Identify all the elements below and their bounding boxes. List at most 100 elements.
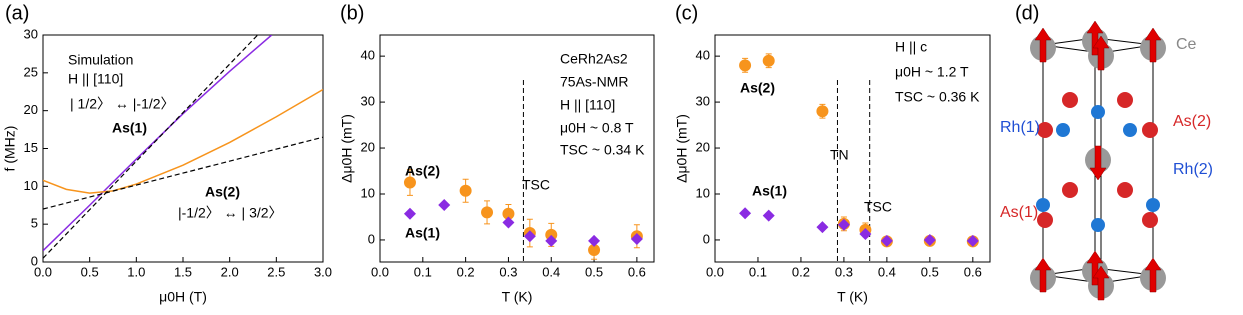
- y-tick-label: 0: [368, 231, 375, 246]
- data-point: [459, 184, 472, 197]
- x-tick-label: 1.0: [127, 264, 145, 279]
- x-tick-label: 0.0: [34, 264, 52, 279]
- y-tick-label: 15: [24, 140, 38, 155]
- x-tick-label: 0.0: [706, 264, 724, 279]
- x-tick-label: 2.0: [221, 264, 239, 279]
- x-tick-label: 0.1: [749, 264, 767, 279]
- series-line: [43, 35, 259, 259]
- series-line: [43, 88, 323, 194]
- x-tick-label: 0.5: [81, 264, 99, 279]
- reference-label: TSC: [864, 199, 892, 215]
- data-point: [923, 233, 936, 246]
- y-axis-label: Δμ0H (mT): [339, 114, 355, 183]
- y-tick-label: 20: [24, 102, 38, 117]
- rh-atom: [1056, 123, 1070, 137]
- plot-frame: [42, 34, 324, 263]
- rh-atom: [1123, 123, 1137, 137]
- data-point: [630, 233, 643, 246]
- data-point: [545, 234, 558, 247]
- x-tick-label: 0.0: [371, 264, 389, 279]
- data-point: [588, 234, 601, 247]
- annotation: H || [110]: [68, 71, 123, 87]
- as-atom: [1117, 92, 1133, 108]
- y-tick-label: 40: [361, 48, 375, 63]
- data-point: [966, 234, 979, 247]
- x-axis-label: μ0H (T): [159, 289, 207, 305]
- panel-label: (a): [5, 2, 29, 24]
- x-tick-label: 0.3: [835, 264, 853, 279]
- rh-atom: [1036, 198, 1050, 212]
- data-point: [837, 218, 850, 231]
- y-tick-label: 5: [31, 216, 38, 231]
- x-tick-label: 0.4: [878, 264, 896, 279]
- x-axis-label: T (K): [837, 289, 868, 305]
- annotation: | 1/2〉 ↔ |-1/2〉: [70, 96, 175, 112]
- annotation: TSC ~ 0.36 K: [895, 89, 980, 105]
- data-point: [502, 216, 515, 229]
- x-tick-label: 0.6: [964, 264, 982, 279]
- x-tick-label: 0.6: [628, 264, 646, 279]
- rh-atom: [1091, 105, 1105, 119]
- panel-label: (b): [340, 2, 364, 24]
- x-tick-label: 0.2: [457, 264, 475, 279]
- annotation: H || c: [895, 39, 927, 55]
- y-tick-label: 0: [31, 253, 38, 268]
- spin-arrow: [1144, 27, 1162, 63]
- as-atom: [1062, 92, 1078, 108]
- y-tick-label: 0: [703, 231, 710, 246]
- as-atom: [1062, 182, 1078, 198]
- data-point: [523, 230, 536, 243]
- data-point: [739, 207, 752, 220]
- data-point: [762, 209, 775, 222]
- data-point: [438, 199, 451, 212]
- data-point: [859, 227, 872, 240]
- reference-label: TSC: [522, 177, 550, 193]
- annotation: H || [110]: [560, 97, 615, 113]
- y-axis-label: Δμ0H (mT): [674, 114, 690, 183]
- spin-arrow: [1089, 145, 1107, 181]
- x-tick-label: 1.5: [174, 264, 192, 279]
- y-tick-label: 30: [24, 26, 38, 41]
- y-tick-label: 30: [696, 94, 710, 109]
- as-atom: [1142, 122, 1158, 138]
- atom-label: As(1): [1000, 204, 1038, 221]
- series-label: As(1): [752, 183, 787, 199]
- as-atom: [1037, 122, 1053, 138]
- x-tick-label: 0.2: [792, 264, 810, 279]
- atom-label: Rh(1): [1000, 119, 1040, 136]
- atom-label: Ce: [1176, 36, 1197, 53]
- annotation: μ0H ~ 1.2 T: [895, 64, 969, 80]
- y-axis-label: f (MHz): [2, 126, 18, 172]
- spin-arrow: [1144, 257, 1162, 293]
- y-tick-label: 10: [696, 185, 710, 200]
- atom-label: As(2): [1173, 113, 1211, 130]
- y-tick-label: 20: [361, 139, 375, 154]
- y-tick-label: 10: [24, 178, 38, 193]
- atom-label: Rh(2): [1173, 161, 1213, 178]
- x-tick-label: 2.5: [267, 264, 285, 279]
- x-tick-label: 0.5: [921, 264, 939, 279]
- data-point: [880, 234, 893, 247]
- series-label: As(1): [405, 225, 440, 241]
- panel-label: (d): [1015, 2, 1039, 24]
- x-tick-label: 3.0: [314, 264, 332, 279]
- x-tick-label: 0.4: [542, 264, 560, 279]
- annotation: Simulation: [68, 52, 133, 68]
- panel-label: (c): [675, 2, 698, 24]
- series-label: As(2): [740, 80, 775, 96]
- rh-atom: [1146, 198, 1160, 212]
- series-label: As(1): [112, 120, 147, 136]
- y-tick-label: 40: [696, 48, 710, 63]
- data-point: [481, 206, 494, 219]
- series-label: As(2): [205, 184, 240, 200]
- as-atom: [1037, 212, 1053, 228]
- annotation: CeRh2As2: [560, 51, 628, 67]
- y-tick-label: 30: [361, 94, 375, 109]
- series-line: [43, 136, 323, 210]
- data-point: [403, 207, 416, 220]
- annotation: 75As-NMR: [560, 74, 628, 90]
- data-point: [816, 105, 829, 118]
